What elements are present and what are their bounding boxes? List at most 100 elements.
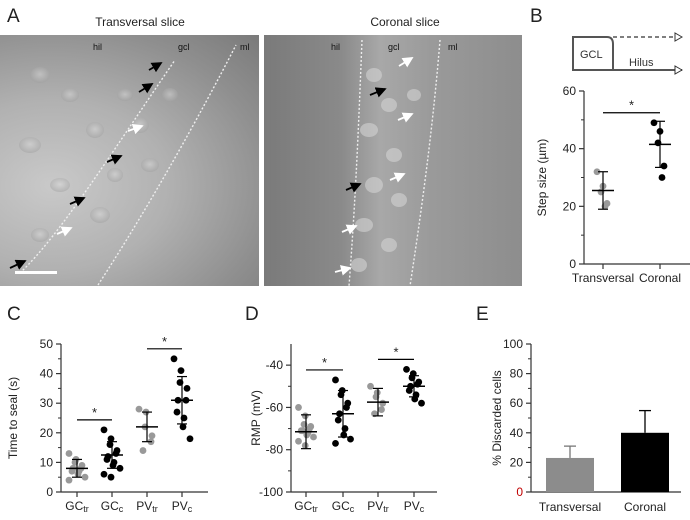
- panel-b-letter: B: [530, 6, 543, 27]
- data-point: [297, 427, 305, 435]
- data-point: [343, 404, 350, 411]
- data-point: [100, 470, 108, 478]
- y-axis-label: Time to seal (s): [6, 377, 20, 459]
- coronal-overlay: hil gcl ml: [331, 39, 458, 286]
- data-point: [367, 382, 374, 390]
- data-point: [112, 450, 120, 457]
- significance-star: *: [393, 344, 398, 359]
- data-point: [379, 399, 387, 407]
- x-tick-label: PVc: [172, 499, 193, 514]
- y-tick-label: -40: [266, 358, 284, 372]
- y-tick-label: 0: [516, 485, 523, 499]
- data-point: [107, 435, 115, 443]
- data-point: [177, 367, 185, 375]
- y-tick-label: -100: [259, 485, 283, 499]
- data-point: [295, 437, 302, 445]
- data-point: [116, 464, 124, 472]
- transversal-slice-title: Transversal slice: [95, 15, 185, 29]
- data-point: [418, 399, 425, 407]
- data-point: [170, 355, 178, 363]
- panel-c-letter: C: [7, 304, 21, 325]
- data-point: [100, 426, 108, 434]
- y-tick-label: 40: [510, 426, 524, 440]
- y-tick-label: 80: [510, 367, 524, 381]
- x-tick-label: GCc: [101, 499, 124, 514]
- data-point: [658, 174, 666, 181]
- significance-star: *: [162, 334, 167, 349]
- data-point: [81, 473, 89, 481]
- y-tick-label: 60: [510, 396, 524, 410]
- y-axis-label: % Discarded cells: [490, 370, 504, 465]
- panel-a-letter: A: [7, 6, 20, 27]
- y-tick-label: -80: [266, 443, 284, 457]
- x-tick-label: PVc: [404, 499, 425, 514]
- y-axis-label: Step size (µm): [535, 139, 549, 217]
- y-tick-label: 40: [40, 367, 54, 381]
- layer-label-hil: hil: [93, 42, 102, 52]
- data-point: [173, 408, 181, 416]
- data-point: [303, 431, 311, 439]
- data-point: [107, 473, 115, 481]
- data-point: [660, 162, 668, 170]
- y-axis-label: RMP (mV): [249, 390, 263, 446]
- x-tick-label: Coronal: [639, 271, 681, 285]
- x-tick-label: Transversal: [572, 271, 634, 285]
- y-tick-label: 20: [510, 455, 524, 469]
- y-tick-label: 30: [40, 396, 54, 410]
- data-point: [301, 442, 309, 449]
- layer-label-ml: ml: [448, 42, 458, 52]
- scale-bar: [15, 271, 57, 274]
- y-tick-label: 60: [563, 84, 577, 98]
- y-tick-label: 0: [569, 257, 576, 271]
- data-point: [295, 404, 302, 411]
- data-point: [74, 470, 82, 478]
- coronal-slice-micrograph: hil gcl ml: [264, 35, 522, 286]
- y-tick-label: -60: [266, 400, 284, 414]
- y-tick-label: 100: [503, 337, 523, 351]
- data-point: [183, 385, 191, 392]
- data-point: [593, 168, 601, 176]
- data-point: [65, 450, 73, 457]
- significance-star: *: [322, 355, 327, 370]
- bar: [621, 432, 669, 492]
- x-tick-label: PVtr: [136, 499, 158, 514]
- data-point: [68, 467, 76, 475]
- data-point: [109, 461, 117, 469]
- significance-star: *: [92, 405, 97, 420]
- significance-star: *: [629, 98, 634, 113]
- data-point: [310, 433, 317, 441]
- y-tick-label: 40: [563, 142, 577, 156]
- data-point: [65, 476, 73, 484]
- x-tick-label: Coronal: [624, 500, 666, 514]
- panel-d-letter: D: [245, 304, 259, 325]
- data-point: [650, 119, 658, 127]
- data-point: [179, 423, 187, 431]
- x-tick-label: GCc: [332, 499, 355, 514]
- layer-label-hil: hil: [331, 42, 340, 52]
- data-point: [403, 365, 410, 373]
- data-point: [378, 406, 385, 413]
- transversal-overlay: hil gcl ml: [15, 42, 250, 286]
- panel-e-letter: E: [476, 304, 489, 325]
- data-point: [405, 387, 413, 394]
- data-point: [347, 435, 354, 443]
- x-tick-label: GCtr: [65, 499, 89, 514]
- coronal-slice-title: Coronal slice: [370, 15, 440, 29]
- bar: [546, 457, 594, 492]
- y-tick-label: 0: [46, 485, 53, 499]
- layer-label-gcl: gcl: [388, 42, 400, 52]
- data-point: [148, 432, 156, 440]
- data-point: [135, 405, 143, 413]
- x-tick-label: Transversal: [539, 500, 601, 514]
- y-tick-label: 20: [40, 426, 54, 440]
- y-tick-label: 10: [40, 455, 54, 469]
- data-point: [139, 447, 147, 454]
- data-point: [186, 435, 194, 443]
- data-point: [301, 412, 309, 420]
- x-tick-label: GCtr: [294, 499, 318, 514]
- y-tick-label: 50: [40, 337, 54, 351]
- x-tick-label: PVtr: [367, 499, 389, 514]
- data-point: [103, 456, 111, 463]
- layer-label-gcl: gcl: [178, 42, 190, 52]
